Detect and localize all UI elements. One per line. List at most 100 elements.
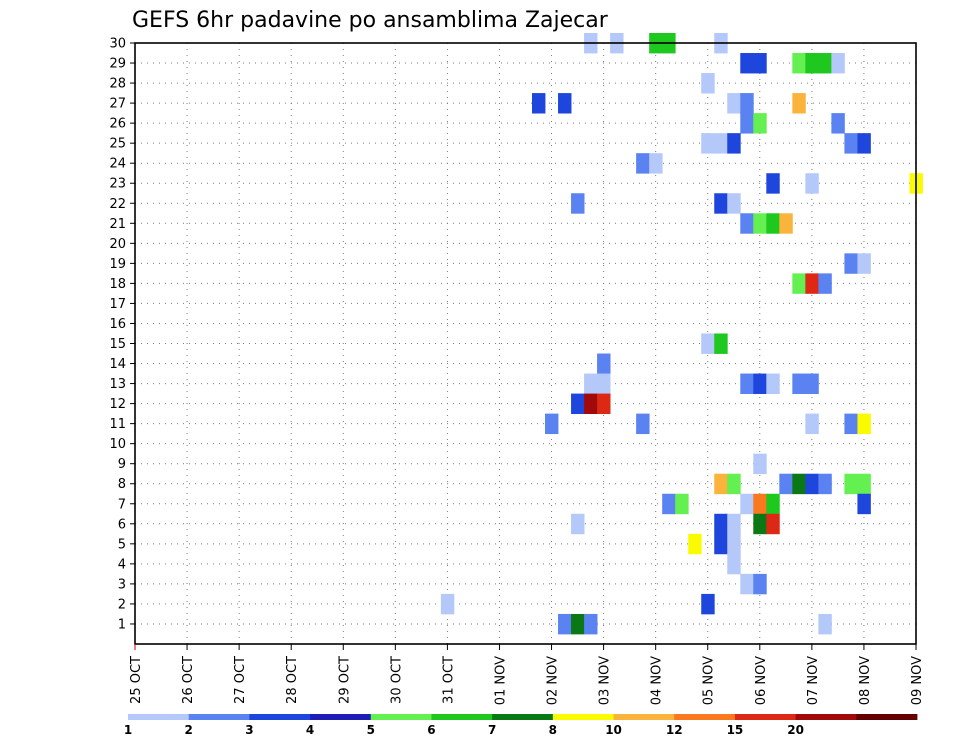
legend-swatch <box>552 714 614 720</box>
plot-grid <box>135 43 916 644</box>
heatmap-cell <box>805 413 819 435</box>
x-tick-label: 02 NOV <box>546 656 561 705</box>
heatmap-cell <box>597 353 611 374</box>
y-tick-label: 28 <box>109 77 126 92</box>
x-tick-label: 29 OCT <box>337 656 352 704</box>
y-tick-label: 1 <box>118 617 126 632</box>
heatmap-cell <box>792 373 806 394</box>
heatmap-cell <box>753 213 767 234</box>
x-tick-label: 30 OCT <box>389 656 404 704</box>
heatmap-cell <box>727 553 741 575</box>
heatmap-cell <box>545 413 559 435</box>
x-tick-label: 31 OCT <box>441 656 456 704</box>
heatmap-cell <box>571 613 585 635</box>
heatmap-cell <box>818 613 832 635</box>
heatmap-cell <box>740 93 754 114</box>
y-tick-label: 14 <box>109 357 126 372</box>
heatmap-cell <box>857 473 871 495</box>
legend-swatch <box>856 714 918 720</box>
heatmap-cell <box>844 413 858 435</box>
heatmap-cell <box>844 473 858 495</box>
heatmap-cell <box>753 373 767 394</box>
heatmap-cell <box>766 173 780 194</box>
heatmap-cell <box>792 93 806 114</box>
heatmap-cell <box>753 573 767 595</box>
heatmap-cell <box>714 133 728 154</box>
heatmap-cell <box>857 493 871 515</box>
heatmap-cell <box>597 373 611 394</box>
y-axis: 1234567891011121314151617181920212223242… <box>109 37 135 632</box>
heatmap-cell <box>805 373 819 394</box>
heatmap-cell <box>844 253 858 274</box>
x-tick-label: 07 NOV <box>806 656 821 705</box>
y-tick-label: 21 <box>109 217 126 232</box>
heatmap-cell <box>571 513 585 535</box>
legend-label: 15 <box>727 723 744 737</box>
y-tick-label: 3 <box>118 577 126 592</box>
legend-label: 12 <box>666 723 683 737</box>
heatmap-cell <box>714 513 728 535</box>
legend-swatch <box>431 714 493 720</box>
x-tick-label: 08 NOV <box>858 656 873 705</box>
heatmap-cell <box>714 333 728 354</box>
heatmap-cell <box>766 493 780 515</box>
heatmap-cell <box>753 53 767 74</box>
x-tick-label: 27 OCT <box>233 656 248 704</box>
legend-swatch <box>249 714 311 720</box>
heatmap-cell <box>727 473 741 495</box>
heatmap-cell <box>740 213 754 234</box>
y-tick-label: 27 <box>109 97 126 112</box>
heatmap-cell <box>792 53 806 74</box>
y-tick-label: 4 <box>118 557 126 572</box>
x-tick-label: 03 NOV <box>598 656 613 705</box>
y-tick-label: 18 <box>109 277 126 292</box>
heatmap-cell <box>818 473 832 495</box>
heatmap-cell <box>714 533 728 555</box>
legend-label: 6 <box>427 723 435 737</box>
heatmap-cell <box>831 53 845 74</box>
heatmap-cell <box>597 393 611 415</box>
heatmap-cell <box>701 73 715 94</box>
legend-swatch <box>188 714 250 720</box>
x-tick-label: 26 OCT <box>181 656 196 704</box>
heatmap-cell <box>779 213 793 234</box>
heatmap-cell <box>532 93 546 114</box>
x-axis: 25 OCT 26 OCT 27 OCT 28 OCT 29 OCT 30 OCT 31 O… <box>129 644 925 705</box>
heatmap-cell <box>766 373 780 394</box>
heatmap-cell <box>818 273 832 294</box>
x-tick-label: 09 NOV <box>910 656 925 705</box>
heatmap-cell <box>636 153 650 174</box>
x-tick-label: 06 NOV <box>754 656 769 705</box>
legend-label: 2 <box>185 723 193 737</box>
y-tick-label: 19 <box>109 257 126 272</box>
heatmap-cell <box>818 53 832 74</box>
y-tick-label: 22 <box>109 197 126 212</box>
legend-swatch <box>795 714 857 720</box>
heatmap-cell <box>440 593 455 615</box>
heatmap-cell <box>805 273 819 294</box>
heatmap-cell <box>740 53 754 74</box>
y-tick-label: 7 <box>118 497 126 512</box>
heatmap-cell <box>792 273 806 294</box>
heatmap-cell <box>727 533 741 555</box>
heatmap-cell <box>558 613 572 635</box>
heatmap-cell <box>805 473 819 495</box>
legend-swatch <box>128 714 190 720</box>
heatmap-cell <box>558 93 572 114</box>
y-tick-label: 20 <box>109 237 126 252</box>
y-tick-label: 9 <box>118 457 126 472</box>
legend-label: 10 <box>605 723 622 737</box>
legend-swatch <box>370 714 432 720</box>
y-tick-label: 10 <box>109 437 126 452</box>
heatmap-cells <box>440 32 923 635</box>
chart-title: GEFS 6hr padavine po ansamblima Zajecar <box>132 8 609 33</box>
heatmap-cell <box>649 153 663 174</box>
y-tick-label: 11 <box>109 417 126 432</box>
x-tick-label: 05 NOV <box>702 656 717 705</box>
x-tick-label: 04 NOV <box>650 656 665 705</box>
color-legend: 1 2 3 4 5 6 7 8 10 12 15 20 <box>124 714 918 737</box>
x-tick-label: 28 OCT <box>285 656 300 704</box>
heatmap-cell <box>857 413 871 435</box>
heatmap-cell <box>727 133 741 154</box>
heatmap-cell <box>766 213 780 234</box>
